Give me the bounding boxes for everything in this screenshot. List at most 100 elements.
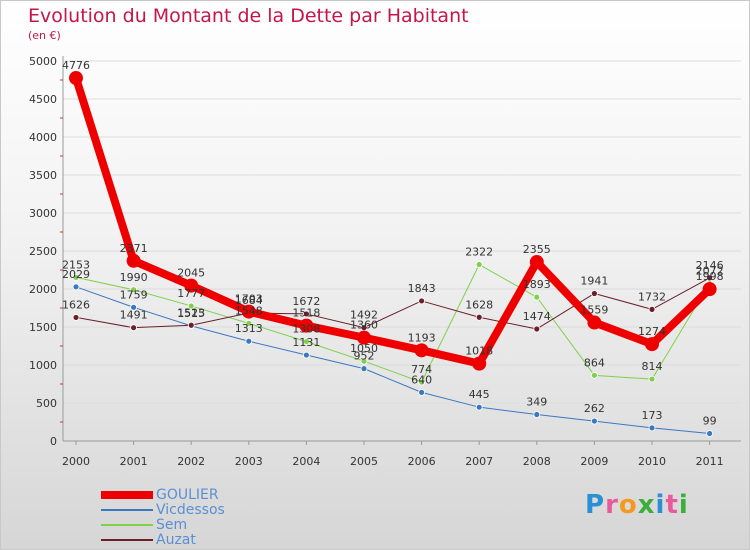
data-label-goulier: 2371 [120,242,148,255]
data-label-sem: 774 [411,363,432,376]
data-point-auzat [72,314,80,321]
data-label-vicdessos: 349 [526,395,547,408]
data-label-vicdessos: 1515 [177,307,205,320]
data-point-goulier [472,356,487,371]
data-label-auzat: 1491 [120,309,148,322]
legend-label-sem: Sem [156,516,188,533]
data-label-goulier: 1998 [696,270,724,283]
data-label-sem: 2322 [465,246,493,259]
data-label-vicdessos: 640 [411,373,432,386]
data-point-vicdessos [72,283,80,291]
data-label-goulier: 4776 [62,59,90,72]
data-point-vicdessos [245,337,253,345]
data-label-vicdessos: 1759 [120,288,148,301]
data-point-auzat [418,297,426,305]
data-point-goulier [299,318,314,333]
x-tick-label: 2003 [235,455,263,468]
data-point-goulier [702,282,717,297]
legend-swatch-goulier [101,490,153,499]
data-label-auzat: 1492 [350,309,378,322]
data-label-sem: 1777 [177,287,205,300]
legend-label-goulier: GOULIER [156,486,219,503]
data-point-goulier [645,337,659,352]
data-label-goulier: 1360 [350,319,378,332]
data-label-goulier: 1274 [638,325,666,338]
data-label-auzat: 1628 [465,298,493,311]
data-label-sem: 2153 [62,258,90,271]
data-label-auzat: 1672 [292,295,320,308]
data-point-vicdessos [130,303,138,311]
legend-label-vicdessos: Vicdessos [156,501,225,518]
data-point-sem [475,261,483,268]
y-tick-label: 2000 [29,283,57,296]
y-tick-label: 2500 [29,245,57,258]
data-label-vicdessos: 1313 [235,322,263,335]
legend-swatch-auzat [101,538,153,541]
data-label-vicdessos: 1131 [292,336,320,349]
data-point-sem [302,338,310,345]
data-point-vicdessos [706,430,713,437]
x-tick-label: 2000 [62,455,90,468]
data-point-sem [187,302,195,310]
data-label-vicdessos: 2029 [62,268,90,281]
data-label-sem: 1308 [292,323,320,336]
legend-label-auzat: Auzat [156,531,196,548]
y-tick-label: 500 [36,397,57,410]
data-label-auzat: 1626 [62,298,90,311]
data-point-vicdessos [302,351,310,359]
legend-swatch-vicdessos [101,508,153,511]
y-tick-label: 4000 [29,131,57,144]
data-point-sem [130,286,138,294]
legend-item-sem: Sem [101,516,188,533]
data-label-sem: 1990 [120,271,148,284]
data-label-vicdessos: 262 [584,402,605,415]
y-tick-label: 1500 [29,321,57,334]
data-label-sem: 2072 [696,265,724,278]
series-line-sem [75,264,711,383]
data-point-sem [591,371,598,379]
data-label-goulier: 1518 [292,307,320,320]
data-point-auzat [475,313,483,321]
data-label-auzat: 1732 [638,290,666,303]
data-point-sem [245,319,253,327]
data-point-auzat [648,305,656,313]
x-tick-label: 2002 [177,455,205,468]
data-label-auzat: 1474 [523,310,551,323]
data-point-vicdessos [591,417,598,425]
legend-item-goulier: GOULIER [101,486,219,503]
y-tick-label: 5000 [29,55,57,68]
data-label-auzat: 1941 [580,274,608,287]
data-point-auzat [187,321,195,329]
proxiti-logo: Proxiti [585,490,689,520]
data-label-goulier: 1559 [580,304,608,317]
data-point-auzat [302,310,310,318]
x-tick-label: 2007 [465,455,493,468]
series-line-auzat [75,277,710,330]
data-point-goulier [357,330,371,345]
data-label-goulier: 2045 [177,267,205,280]
data-point-auzat [130,324,138,332]
data-label-sem: 814 [642,360,663,373]
data-point-goulier [126,253,141,268]
data-label-goulier: 1193 [408,331,436,344]
data-point-vicdessos [418,388,426,396]
data-point-sem [360,357,368,365]
data-point-sem [533,293,541,301]
series-line-vicdessos [75,286,710,434]
x-tick-label: 2005 [350,455,378,468]
data-point-vicdessos [648,424,656,432]
data-point-goulier [529,255,544,270]
data-point-goulier [587,315,602,330]
data-label-sem: 1050 [350,342,378,355]
data-point-auzat [533,325,541,333]
x-tick-label: 2011 [696,455,724,468]
x-tick-label: 2004 [292,455,320,468]
data-point-auzat [706,274,713,282]
data-label-auzat: 2146 [696,259,724,272]
data-point-vicdessos [533,411,541,418]
data-label-auzat: 1843 [408,282,436,295]
y-tick-label: 4500 [29,93,57,106]
legend-item-vicdessos: Vicdessos [101,501,225,518]
x-tick-label: 2006 [408,455,436,468]
